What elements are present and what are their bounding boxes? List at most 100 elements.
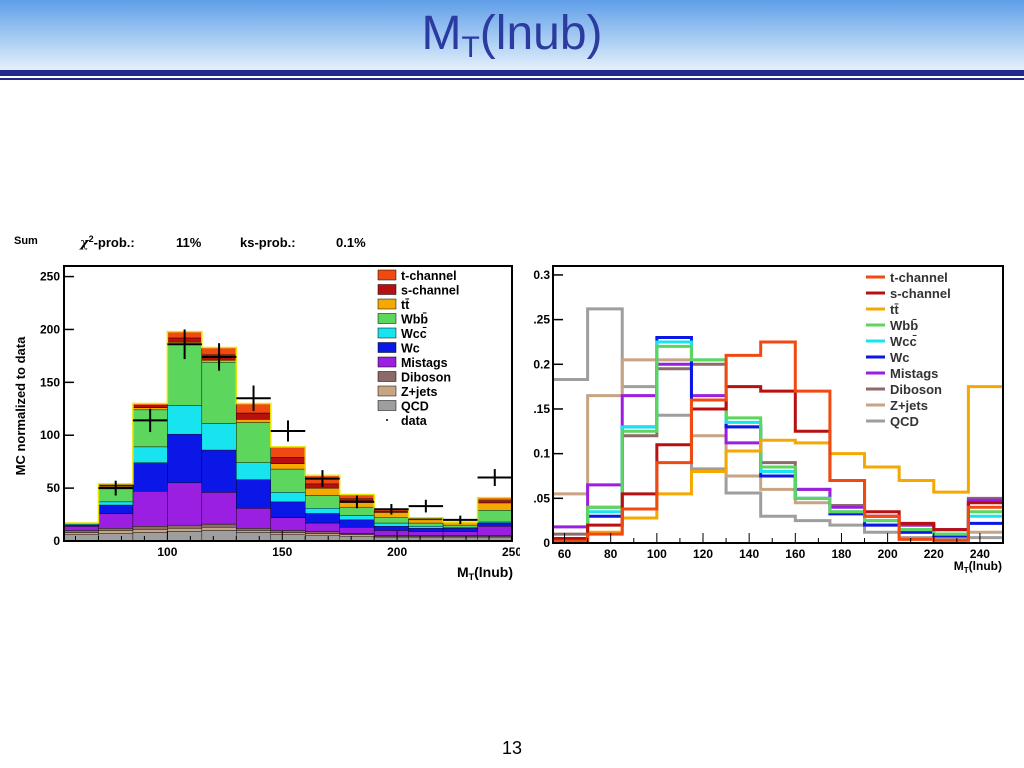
legend-item-tt: tt̄ [866,302,899,317]
legend-item-wcc: Wcc̄ [377,327,427,341]
series-line-wbb [553,344,1003,542]
title-subscript: T [461,31,480,64]
y-tick-label: 0 [543,536,550,550]
svg-text:tt̄: tt̄ [890,302,899,317]
y-tick-label: .05 [533,491,550,505]
bar-wc [201,449,237,493]
x-tick-label: 220 [924,547,944,561]
bar-mistags [98,513,134,529]
legend-item-qcd: QCD [866,414,919,429]
bar-wc [98,504,134,514]
bar-mistags [132,491,168,527]
bar-diboson [201,523,237,528]
bar-s-channel [236,412,271,420]
svg-text:Wc: Wc [401,342,420,356]
bar-wc [373,525,409,531]
y-tick-label: 150 [40,375,60,389]
svg-text:data: data [401,414,428,428]
legend-item-wbb: Wbb̄ [377,312,428,327]
bar-tt [408,519,444,524]
legend-item-tt: tt̄ [377,298,410,312]
x-tick-label: 200 [387,545,407,559]
bar-mistags [270,517,306,531]
data-point [339,495,375,509]
x-tick-label: 100 [157,545,177,559]
bar-diboson [167,524,203,529]
bar-wc [442,528,478,532]
data-point [98,480,133,496]
bar-diboson [132,525,168,530]
ks-label: ks-prob.: [240,235,296,250]
x-tick-label: 80 [604,547,618,561]
bar-wc [339,519,375,528]
chi2-sup: 2 [89,234,94,244]
legend-item-wcc: Wcc̄ [866,334,917,349]
svg-text:Wcc̄: Wcc̄ [401,327,427,341]
legend-item-data: data [386,414,428,428]
bar-s-channel [270,457,306,464]
bar-wc [408,528,444,532]
x-tick-label: 200 [878,547,898,561]
legend-item-diboson: Diboson [377,371,451,385]
x-tick-label: 120 [693,547,713,561]
plot-frame [552,265,1004,544]
bar-z-jets [270,532,306,535]
bar-qcd [167,531,203,542]
legend-item-qcd: QCD [377,400,429,414]
y-tick-label: 0.3 [533,268,550,282]
y-axis-label: MC normalized to data [13,336,28,475]
x-axis-label-sub: T [964,566,969,575]
bar-wbb [305,495,340,509]
data-point [270,420,306,442]
svg-text:Wc: Wc [890,350,910,365]
bar-wbb [408,522,444,527]
bar-mistags [442,531,478,536]
svg-text:t-channel: t-channel [401,269,457,283]
bar-mistags [167,482,203,526]
x-axis-label: MT(lnub) [954,559,1002,575]
svg-text:Diboson: Diboson [401,371,451,385]
bar-wbb [373,517,409,524]
bar-z-jets [305,533,340,536]
svg-text:QCD: QCD [890,414,919,429]
data-point [201,343,237,371]
bar-wc [305,513,340,524]
svg-text:Wbb̄: Wbb̄ [401,312,428,326]
x-tick-label: 250 [502,545,520,559]
bar-wbb [339,506,375,516]
bar-qcd [132,532,168,542]
data-point [132,408,168,433]
bar-z-jets [339,534,375,537]
y-tick-label: 200 [40,322,60,336]
svg-text:s-channel: s-channel [890,286,951,301]
bar-wcc [98,501,134,506]
bar-tt [236,419,271,423]
y-tick-label: 0 [53,534,60,548]
svg-text:Wbb̄: Wbb̄ [890,318,918,333]
x-axis-label-rest: (lnub) [969,559,1002,573]
x-tick-label: 240 [970,547,990,561]
chi2-value: 11% [176,235,202,250]
bar-wc [270,501,306,518]
bar-wcc [132,446,168,463]
bar-wbb [236,422,271,463]
x-tick-label: 140 [739,547,759,561]
slide-title: MT(lnub) [0,4,1024,78]
bar-mistags [201,492,237,525]
series-line-qcd [553,307,1003,541]
title-rest: (lnub) [479,7,603,60]
data-point [408,499,444,513]
title-main: M [421,7,462,60]
bar-diboson [305,531,340,534]
svg-text:Z+jets: Z+jets [401,385,438,399]
x-axis-label-main: M [457,564,469,580]
series-line-t-channel [553,340,1003,543]
header-rule [0,70,1024,76]
shape-comparison-chart: 0 .05 0.1 .15 0.2 .25 0.3 60 80 100 120 140 160 180 20… [533,265,1004,575]
bar-wc [167,433,203,484]
bar-wbb [270,468,306,493]
x-tick-label: 150 [272,545,292,559]
svg-text:Diboson: Diboson [890,382,942,397]
bar-diboson [270,530,306,533]
slide-header [0,0,1024,72]
